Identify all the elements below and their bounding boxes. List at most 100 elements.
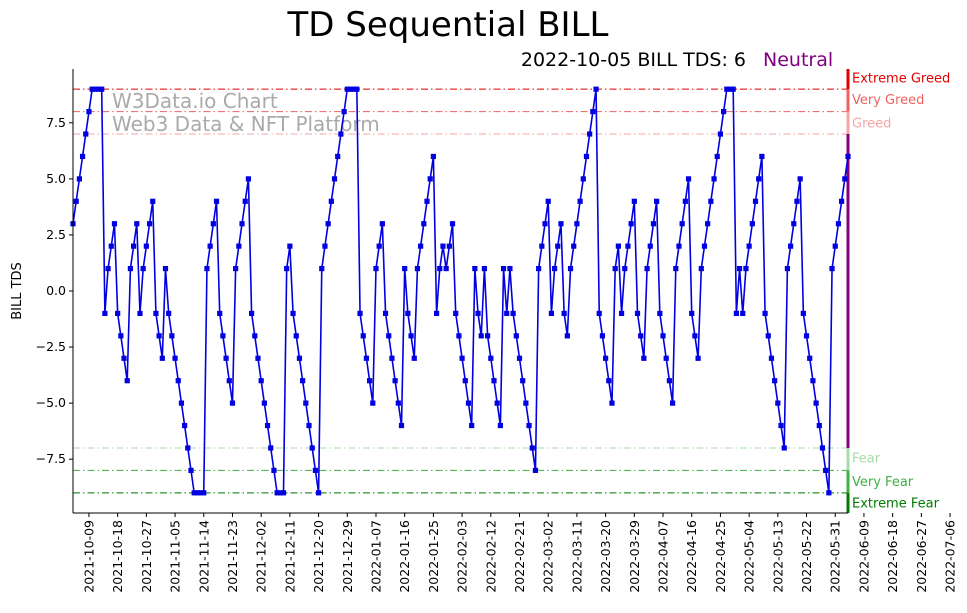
data-point: [284, 265, 290, 272]
data-point: [300, 378, 306, 384]
data-point: [277, 490, 283, 496]
x-tick-label: 2022-02-21: [512, 520, 527, 593]
x-tick-label: 2021-12-20: [311, 520, 326, 593]
x-tick-label: 2022-03-20: [598, 520, 613, 593]
x-tick-label: 2022-05-22: [799, 520, 814, 593]
data-point: [255, 355, 261, 361]
data-point: [701, 243, 708, 249]
x-tick-label: 2022-07-06: [943, 520, 958, 593]
y-tick-label: 7.5: [46, 115, 66, 130]
data-point: [819, 445, 826, 451]
x-tick-label: 2022-01-07: [368, 520, 383, 593]
data-point: [373, 265, 379, 272]
band-label-very-fear: Very Fear: [852, 475, 914, 490]
data-point: [465, 400, 472, 406]
y-tick-label: −2.5: [36, 339, 66, 354]
band-label-greed: Greed: [852, 117, 891, 132]
data-point: [587, 131, 593, 137]
data-point: [810, 378, 816, 384]
data-point: [402, 265, 408, 272]
data-point: [421, 221, 427, 227]
data-point: [545, 198, 551, 204]
data-point: [778, 422, 784, 429]
data-point: [217, 310, 223, 317]
x-tick-label: 2022-02-12: [483, 520, 498, 593]
data-point: [730, 86, 736, 92]
x-tick-label: 2022-04-07: [656, 520, 671, 593]
data-point: [784, 265, 790, 272]
data-point: [622, 265, 628, 272]
data-point: [631, 198, 637, 204]
data-point: [539, 243, 545, 249]
data-point: [411, 355, 417, 361]
data-point: [794, 198, 800, 204]
status-label: Neutral: [763, 49, 833, 71]
data-point: [711, 176, 717, 182]
x-tick-label: 2022-04-16: [684, 520, 699, 593]
data-point: [746, 243, 752, 249]
data-point: [424, 198, 430, 204]
data-point: [669, 400, 676, 406]
data-point: [494, 400, 500, 406]
data-point: [689, 310, 695, 317]
data-point: [618, 310, 625, 317]
data-point: [813, 400, 819, 406]
data-point: [497, 422, 503, 429]
series-line: [72, 88, 849, 494]
data-point: [583, 153, 590, 160]
data-point: [306, 422, 312, 429]
data-point: [153, 310, 159, 317]
data-point: [733, 310, 739, 317]
data-point: [303, 400, 309, 406]
data-point: [599, 333, 606, 339]
data-point: [650, 221, 657, 227]
data-point: [159, 355, 165, 361]
data-point: [462, 378, 468, 384]
data-point: [89, 86, 95, 92]
data-point: [169, 333, 175, 339]
data-point: [504, 310, 510, 317]
data-point: [223, 355, 229, 361]
data-point: [666, 378, 672, 384]
data-point: [392, 378, 398, 384]
data-point: [567, 265, 574, 272]
data-point: [590, 109, 596, 115]
data-point: [446, 243, 452, 249]
data-point: [803, 333, 810, 339]
y-axis-label: BILL TDS: [10, 262, 25, 320]
data-point: [596, 310, 602, 317]
data-point: [478, 333, 484, 339]
data-point: [344, 86, 350, 92]
data-point: [781, 445, 787, 451]
watermark: W3Data.io Chart Web3 Data & NFT Platform: [112, 89, 380, 136]
data-point: [685, 176, 692, 182]
data-point: [548, 310, 554, 317]
watermark-line-2: Web3 Data & NFT Platform: [112, 112, 380, 136]
x-tick-label: 2022-01-16: [397, 520, 412, 593]
data-point: [191, 490, 197, 496]
data-point: [249, 310, 255, 317]
data-point: [172, 355, 178, 361]
data-point: [437, 265, 443, 272]
data-point: [370, 400, 376, 406]
x-tick-label: 2022-06-27: [914, 520, 929, 593]
data-point: [641, 355, 647, 361]
data-point: [245, 176, 252, 182]
y-tick-label: 2.5: [46, 227, 66, 242]
data-point: [721, 109, 727, 115]
data-point: [708, 198, 714, 204]
data-point: [816, 422, 822, 429]
data-point: [242, 198, 248, 204]
data-point: [210, 221, 216, 227]
data-point: [433, 310, 440, 317]
data-point: [261, 400, 267, 406]
data-point: [351, 86, 357, 92]
data-point: [679, 221, 685, 227]
data-point: [389, 355, 395, 361]
data-point: [593, 86, 599, 92]
watermark-line-1: W3Data.io Chart: [112, 89, 278, 113]
data-point: [839, 198, 845, 204]
data-point: [558, 221, 564, 227]
data-point: [724, 86, 730, 92]
data-point: [296, 355, 303, 361]
